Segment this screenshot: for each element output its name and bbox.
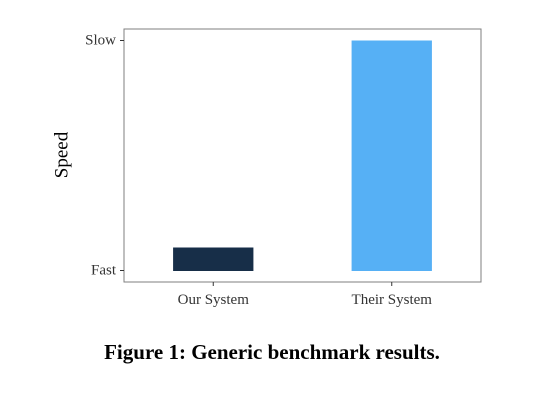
bar-our-system (173, 247, 254, 271)
y-axis-title: Speed (52, 131, 73, 178)
x-tick-label: Their System (352, 292, 433, 308)
plot-panel-border (123, 28, 482, 283)
x-tick-label: Our System (178, 292, 250, 308)
bar-chart: Fast Slow Our System Their System Speed (52, 28, 482, 308)
bar-their-system (351, 40, 432, 271)
y-tick-label: Fast (91, 263, 117, 279)
figure-caption: Figure 1: Generic benchmark results. (104, 340, 440, 364)
bar-series (173, 40, 432, 271)
x-axis: Our System Their System (178, 282, 433, 308)
y-tick-label: Slow (85, 33, 116, 49)
y-axis: Fast Slow (85, 33, 124, 279)
